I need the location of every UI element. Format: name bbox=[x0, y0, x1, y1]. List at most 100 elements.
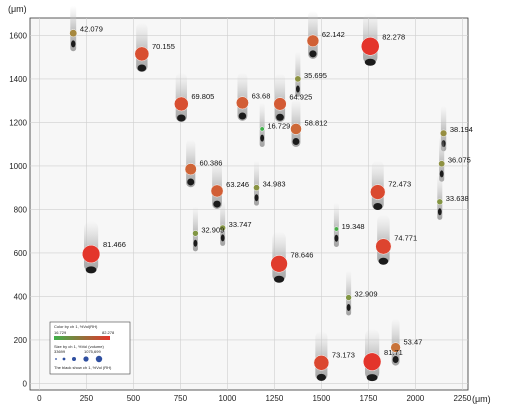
data-label: 63.246 bbox=[226, 180, 249, 189]
point-streak bbox=[192, 206, 198, 252]
point-streak bbox=[70, 5, 77, 52]
data-point bbox=[210, 184, 224, 198]
data-label: 38.194 bbox=[450, 125, 473, 134]
data-label: 63.68 bbox=[252, 92, 271, 101]
point-shadow bbox=[177, 114, 186, 122]
data-point bbox=[235, 96, 249, 110]
data-point bbox=[174, 96, 189, 112]
point-streak bbox=[295, 51, 301, 97]
legend-box bbox=[49, 321, 131, 375]
data-point bbox=[439, 129, 448, 137]
point-shadow bbox=[346, 303, 351, 311]
data-point bbox=[134, 46, 150, 62]
data-label: 32.909 bbox=[355, 290, 378, 299]
point-shadow bbox=[85, 266, 97, 274]
point-shadow bbox=[193, 239, 198, 247]
x-tick-label: 750 bbox=[174, 394, 188, 403]
point-shadow bbox=[437, 208, 442, 216]
data-point bbox=[370, 184, 386, 200]
y-tick-labels: 0 200 400 600 800 1000 1200 1400 1600 bbox=[9, 31, 27, 388]
point-shadow bbox=[373, 202, 383, 210]
data-label: 36.075 bbox=[448, 156, 471, 165]
data-point bbox=[390, 342, 401, 353]
point-shadow bbox=[366, 374, 378, 382]
point-shadow bbox=[309, 50, 317, 58]
point-shadow bbox=[392, 355, 399, 363]
x-tick-label: 1500 bbox=[312, 394, 330, 403]
x-tick-label: 1250 bbox=[265, 394, 283, 403]
data-point bbox=[259, 126, 265, 132]
legend-size-dot-3 bbox=[72, 357, 76, 361]
data-label: 32.909 bbox=[201, 225, 224, 234]
data-point bbox=[375, 238, 392, 255]
point-shadow bbox=[292, 137, 300, 145]
data-label: 78.646 bbox=[290, 250, 313, 259]
point-streak bbox=[346, 270, 352, 316]
point-streak bbox=[439, 136, 445, 182]
data-label: 69.805 bbox=[191, 92, 214, 101]
y-tick-label: 1400 bbox=[9, 75, 27, 84]
data-point bbox=[273, 97, 287, 111]
data-label: 73.173 bbox=[332, 350, 355, 359]
x-tick-label: 2000 bbox=[406, 394, 424, 403]
data-point bbox=[436, 198, 444, 206]
data-label: 74.771 bbox=[394, 234, 417, 243]
point-shadow bbox=[295, 85, 300, 93]
data-label: 34.983 bbox=[263, 180, 286, 189]
point-shadow bbox=[187, 178, 195, 186]
data-label: 16.729 bbox=[267, 122, 290, 131]
x-tick-label: 500 bbox=[127, 394, 141, 403]
legend-footnote: The black show ch 1, %Vol (RH) bbox=[54, 365, 112, 370]
data-point bbox=[192, 230, 199, 237]
legend-size-min: 33699 bbox=[54, 349, 66, 354]
x-tick-label: 1000 bbox=[218, 394, 236, 403]
point-streak bbox=[220, 200, 226, 246]
data-point bbox=[313, 355, 330, 371]
y-tick-label: 200 bbox=[14, 336, 28, 345]
point-shadow bbox=[260, 134, 265, 142]
y-tick-label: 1200 bbox=[9, 118, 27, 127]
legend-size-title: Size by ch 1, %Vol (volume) bbox=[54, 344, 104, 349]
data-point bbox=[306, 34, 320, 48]
point-shadow bbox=[254, 194, 259, 202]
legend-size-dot-2 bbox=[62, 357, 66, 361]
data-label: 19.348 bbox=[342, 222, 365, 231]
y-tick-label: 1600 bbox=[9, 31, 27, 40]
data-label: 64.925 bbox=[289, 93, 312, 102]
legend-size-dot-1 bbox=[55, 358, 57, 360]
y-tick-label: 600 bbox=[14, 249, 28, 258]
point-shadow bbox=[316, 373, 326, 381]
x-tick-label: 250 bbox=[80, 394, 94, 403]
point-streak bbox=[437, 174, 443, 220]
x-tick-label: 0 bbox=[37, 394, 42, 403]
data-label: 58.812 bbox=[305, 118, 328, 127]
y-tick-label: 800 bbox=[14, 205, 28, 214]
data-label: 72.473 bbox=[388, 180, 411, 189]
point-shadow bbox=[273, 275, 285, 283]
point-shadow bbox=[276, 113, 284, 121]
data-point bbox=[438, 160, 446, 168]
data-point bbox=[294, 75, 302, 83]
data-label: 33.747 bbox=[229, 220, 252, 229]
data-point bbox=[270, 255, 288, 273]
data-label: 81.466 bbox=[103, 240, 126, 249]
legend-color-bar bbox=[54, 336, 110, 340]
data-point bbox=[345, 294, 352, 301]
data-point bbox=[69, 29, 78, 38]
point-shadow bbox=[70, 40, 76, 48]
data-label: 81.71 bbox=[384, 348, 403, 357]
data-point bbox=[253, 184, 260, 192]
data-point bbox=[81, 244, 101, 264]
data-label: 60.386 bbox=[199, 158, 222, 167]
point-shadow bbox=[220, 234, 225, 242]
x-tick-labels: 0 250 500 750 1000 1250 1500 1750 2000 2250 bbox=[37, 394, 472, 403]
grid-lines bbox=[30, 18, 468, 390]
data-label: 42.079 bbox=[80, 25, 103, 34]
y-tick-label: 0 bbox=[23, 379, 28, 388]
y-tick-label: 1000 bbox=[9, 162, 27, 171]
y-tick-label: 400 bbox=[14, 292, 28, 301]
point-streak bbox=[254, 160, 260, 206]
legend: Color by ch 1, %Vol(RH) 16.729 82.278 Si… bbox=[49, 321, 131, 375]
